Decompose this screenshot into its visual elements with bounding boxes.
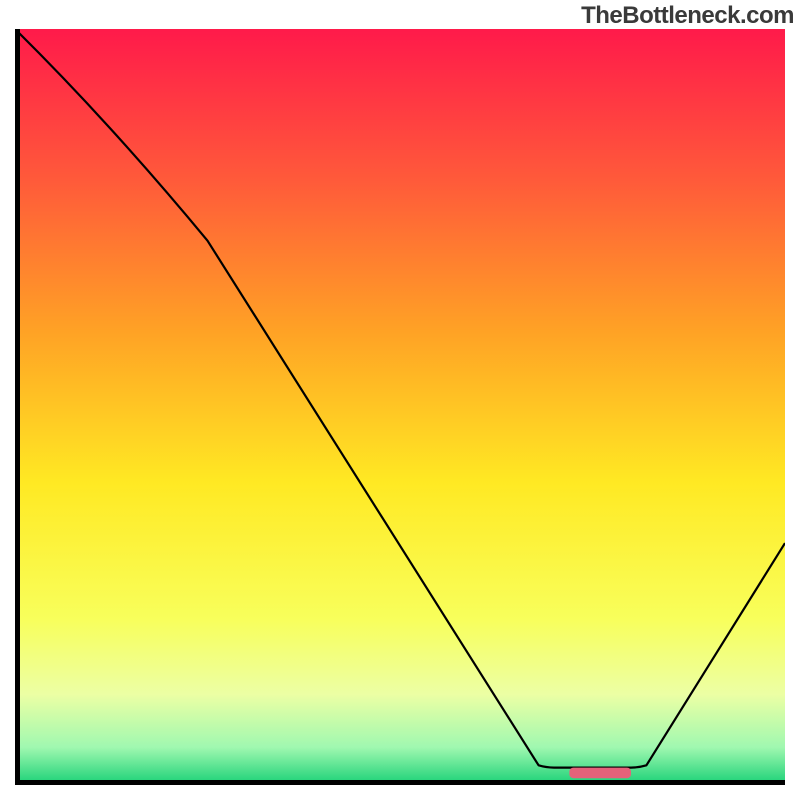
watermark-text: TheBottleneck.com <box>581 2 794 30</box>
gradient-background <box>15 29 785 785</box>
optimal-range-marker <box>569 768 631 779</box>
chart-container: TheBottleneck.com <box>0 0 800 800</box>
plot-area <box>15 29 785 785</box>
bottleneck-chart <box>15 29 785 785</box>
